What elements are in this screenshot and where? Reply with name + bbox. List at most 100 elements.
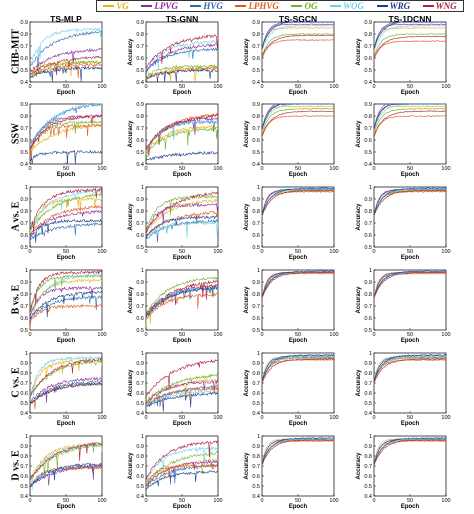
series-line-wrg <box>261 103 334 130</box>
series-line-og <box>145 126 219 159</box>
series-line-wng <box>373 189 447 217</box>
x-tick-label: 50 <box>407 84 413 90</box>
x-tick-label: 0 <box>372 332 375 338</box>
y-tick-label: 0.5 <box>20 68 28 74</box>
panel: 0.5 0.6 0.7 0.8 0.9 1 0 50 100 Epoch <box>20 268 106 344</box>
series-line-hvg <box>29 295 103 321</box>
y-axis-label: Accuracy <box>244 38 250 66</box>
plot-frame <box>261 186 335 248</box>
series-line-wrg <box>373 437 447 465</box>
y-tick-label: 0.9 <box>20 280 28 286</box>
series-line-wog <box>373 356 447 383</box>
panel: 0.4 0.5 0.6 0.7 0.8 0.9 1 0 50 100 Epoch Accuracy <box>128 351 223 427</box>
x-tick-label: 100 <box>213 498 222 504</box>
panel: 0.4 0.5 0.6 0.7 0.8 0.9 1 0 50 100 Epoch Accuracy <box>356 434 451 510</box>
y-tick-label: 0.7 <box>20 221 28 227</box>
series-line-lphvg <box>145 292 219 319</box>
series-line-vg <box>261 27 335 53</box>
series-line-wrg <box>145 391 219 412</box>
panel: 0.4 0.5 0.6 0.7 0.8 0.9 1 0 50 100 Epoch Accuracy <box>244 351 339 427</box>
plot-frame <box>261 269 335 331</box>
legend-swatch <box>103 5 115 7</box>
y-tick-label: 0.7 <box>252 221 260 227</box>
y-tick-label: 1 <box>25 434 28 440</box>
x-tick-label: 100 <box>329 415 338 421</box>
y-axis-label: Accuracy <box>356 120 362 148</box>
panel: 0.4 0.5 0.6 0.7 0.8 0.9 1 0 50 100 Epoch <box>20 351 106 427</box>
series-line-wrg <box>373 354 447 382</box>
y-tick-label: 0.9 <box>136 444 144 450</box>
legend-swatch <box>235 5 247 7</box>
legend-label: HVG <box>203 1 223 11</box>
panel: 0.5 0.6 0.7 0.8 0.9 1 0 50 100 Epoch Accuracy <box>128 185 223 261</box>
x-tick-label: 100 <box>213 332 222 338</box>
x-tick-label: 50 <box>179 332 185 338</box>
y-tick-label: 0.9 <box>364 197 372 203</box>
series-line-og <box>373 107 447 134</box>
y-axis-label: Accuracy <box>356 369 362 397</box>
panel: 0.4 0.5 0.6 0.7 0.8 0.9 1 0 50 100 Epoch Accuracy <box>356 351 451 427</box>
series-line-og <box>145 194 219 232</box>
y-tick-label: 0.7 <box>364 464 372 470</box>
x-axis-label: Epoch <box>401 338 420 344</box>
y-tick-label: 0.7 <box>20 304 28 310</box>
y-tick-label: 0.8 <box>136 32 144 38</box>
legend-label: LPVG <box>154 1 178 11</box>
x-tick-label: 100 <box>97 415 106 421</box>
x-axis-label: Epoch <box>57 504 76 510</box>
y-tick-label: 0.8 <box>20 292 28 298</box>
y-tick-label: 0.7 <box>364 381 372 387</box>
series-line-wog <box>145 446 219 482</box>
y-tick-label: 0.8 <box>20 371 28 377</box>
x-tick-label: 50 <box>407 415 413 421</box>
x-tick-label: 50 <box>179 415 185 421</box>
plot-frame <box>261 21 335 83</box>
x-tick-label: 100 <box>97 84 106 90</box>
panel: 0.5 0.6 0.7 0.8 0.9 1 0 50 100 Epoch Accuracy <box>244 268 339 344</box>
y-tick-label: 0.9 <box>136 197 144 203</box>
series-line-lpvg <box>29 209 103 236</box>
x-tick-label: 0 <box>28 249 31 255</box>
series-line-lphvg <box>261 359 335 385</box>
series-line-wog <box>373 24 447 51</box>
y-tick-label: 0.6 <box>252 138 260 144</box>
series-line-wrg <box>373 21 446 49</box>
legend-swatch <box>422 5 434 7</box>
series-line-vg <box>373 27 447 53</box>
y-tick-label: 0.6 <box>20 474 28 480</box>
y-tick-label: 0.9 <box>364 280 372 286</box>
x-tick-label: 0 <box>28 166 31 172</box>
series-line-vg <box>373 105 447 133</box>
y-tick-label: 0.9 <box>136 20 144 26</box>
x-tick-label: 0 <box>28 498 31 504</box>
x-axis-label: Epoch <box>401 421 420 427</box>
series-line-wog <box>145 39 219 70</box>
x-tick-label: 100 <box>329 332 338 338</box>
y-tick-label: 0.5 <box>252 328 260 334</box>
x-axis-label: Epoch <box>173 255 192 261</box>
y-axis-label: Accuracy <box>356 452 362 480</box>
y-tick-label: 0.9 <box>252 280 260 286</box>
series-line-wng <box>29 441 103 481</box>
series-line-hvg <box>29 30 103 71</box>
x-axis-label: Epoch <box>57 338 76 344</box>
y-tick-label: 0.9 <box>20 20 28 26</box>
y-tick-label: 0.7 <box>364 44 372 50</box>
y-tick-label: 0.9 <box>252 20 260 26</box>
y-tick-label: 0.7 <box>364 304 372 310</box>
series-line-wog <box>373 188 447 216</box>
legend-label: WRG <box>389 1 411 11</box>
x-tick-label: 100 <box>97 249 106 255</box>
y-tick-label: 0.8 <box>136 454 144 460</box>
x-axis-label: Epoch <box>57 90 76 96</box>
y-tick-label: 0.7 <box>252 381 260 387</box>
column-title-ts-1dcnn: TS-1DCNN <box>388 14 432 24</box>
series-line-wog <box>29 103 103 145</box>
series-line-lpvg <box>261 23 335 51</box>
panel: 0.5 0.6 0.7 0.8 0.9 1 0 50 100 Epoch Accuracy <box>356 268 451 344</box>
y-tick-label: 0.9 <box>20 102 28 108</box>
column-title-ts-sgcn: TS-SGCN <box>278 14 318 24</box>
x-axis-label: Epoch <box>173 90 192 96</box>
x-axis-label: Epoch <box>289 255 308 261</box>
x-tick-label: 50 <box>179 166 185 172</box>
